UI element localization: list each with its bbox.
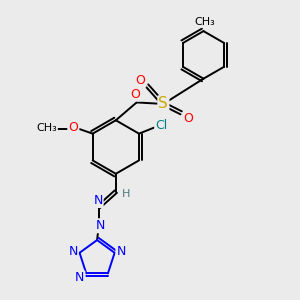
Text: N: N — [75, 272, 84, 284]
Text: O: O — [136, 74, 146, 87]
Text: N: N — [116, 245, 126, 258]
Text: O: O — [68, 121, 78, 134]
Text: CH₃: CH₃ — [195, 17, 215, 27]
Text: S: S — [158, 96, 168, 111]
Text: N: N — [93, 194, 103, 207]
Text: H: H — [122, 189, 130, 199]
Text: CH₃: CH₃ — [36, 123, 57, 133]
Text: O: O — [130, 88, 140, 100]
Text: N: N — [68, 245, 78, 258]
Text: O: O — [184, 112, 194, 125]
Text: N: N — [96, 219, 105, 232]
Text: Cl: Cl — [155, 119, 167, 132]
